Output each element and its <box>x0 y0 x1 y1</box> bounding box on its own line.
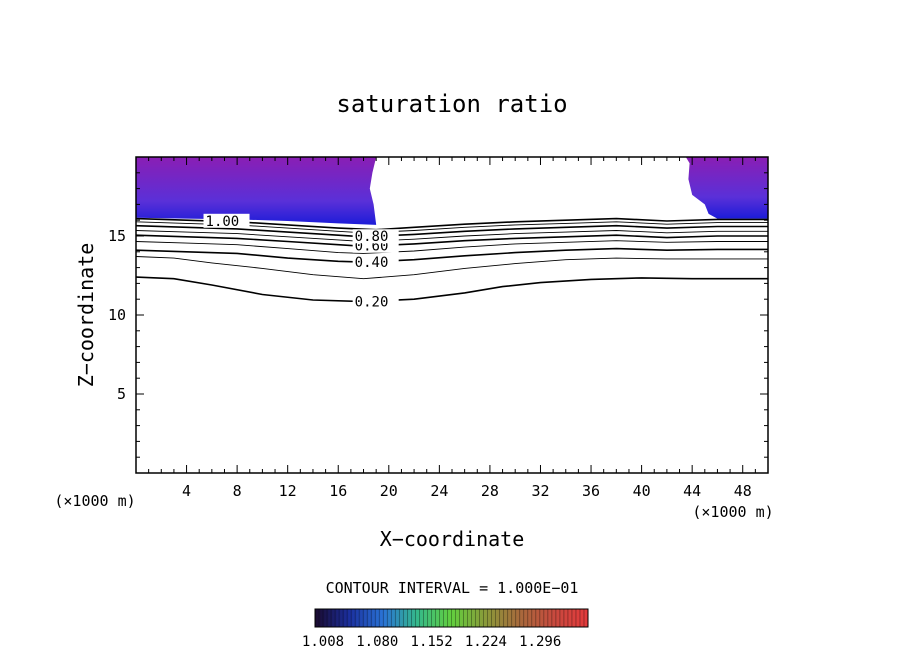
colorbar <box>314 608 589 628</box>
colorbar-label: 1.224 <box>465 634 507 650</box>
x-tick-label: 12 <box>279 482 297 500</box>
contour-label-bg <box>352 294 399 309</box>
colorbar-label: 1.152 <box>411 634 453 650</box>
x-unit-left: (×1000 m) <box>54 492 135 510</box>
contour-0.60 <box>136 234 768 248</box>
contour-labels: 0.200.400.600.801.00 <box>203 213 399 310</box>
contour-label-0.40: 0.40 <box>355 255 389 271</box>
x-tick-label: 16 <box>329 482 347 500</box>
x-tick-label: 20 <box>380 482 398 500</box>
x-tick-label: 36 <box>582 482 600 500</box>
x-unit-right: (×1000 m) <box>692 503 773 521</box>
y-axis-label: Z−coordinate <box>74 243 98 388</box>
y-tick-label: 10 <box>108 306 126 324</box>
x-tick-label: 24 <box>430 482 448 500</box>
contour-label-1.00: 1.00 <box>206 214 240 230</box>
supersat-region-1 <box>685 157 768 219</box>
x-tick-label: 32 <box>531 482 549 500</box>
contour-label-bg <box>352 254 399 269</box>
colorbar-labels: 1.008 1.080 1.152 1.224 1.296 <box>302 634 561 650</box>
contour-0.40 <box>136 247 768 263</box>
colorbar-stripes <box>318 609 585 627</box>
colorbar-label: 1.296 <box>519 634 561 650</box>
x-tick-label: 8 <box>233 482 242 500</box>
x-axis-label: X−coordinate <box>380 527 525 551</box>
contour-label-0.80: 0.80 <box>355 229 389 245</box>
contour-0.50 <box>136 240 768 254</box>
contour-0.30 <box>136 256 768 280</box>
colorbar-label: 1.008 <box>302 634 344 650</box>
chart-title: saturation ratio <box>336 90 567 118</box>
contour-interval-text: CONTOUR INTERVAL = 1.000E−01 <box>326 579 579 597</box>
y-tick-label: 5 <box>117 385 126 403</box>
contour-0.80 <box>136 224 768 238</box>
contour-label-bg <box>352 229 399 244</box>
contour-label-bg <box>203 213 250 228</box>
colorbar-label: 1.080 <box>356 634 398 650</box>
contour-lines <box>136 217 768 303</box>
x-tick-label: 28 <box>481 482 499 500</box>
x-tick-label: 40 <box>633 482 651 500</box>
x-tick-label: 44 <box>683 482 701 500</box>
contour-label-0.20: 0.20 <box>355 294 389 310</box>
contour-0.70 <box>136 230 768 242</box>
supersaturation-fill <box>136 157 768 225</box>
supersat-region-0 <box>136 157 377 225</box>
x-tick-label: 4 <box>182 482 191 500</box>
x-tick-label: 48 <box>734 482 752 500</box>
contour-0.20 <box>136 276 768 303</box>
y-tick-label: 15 <box>108 227 126 245</box>
